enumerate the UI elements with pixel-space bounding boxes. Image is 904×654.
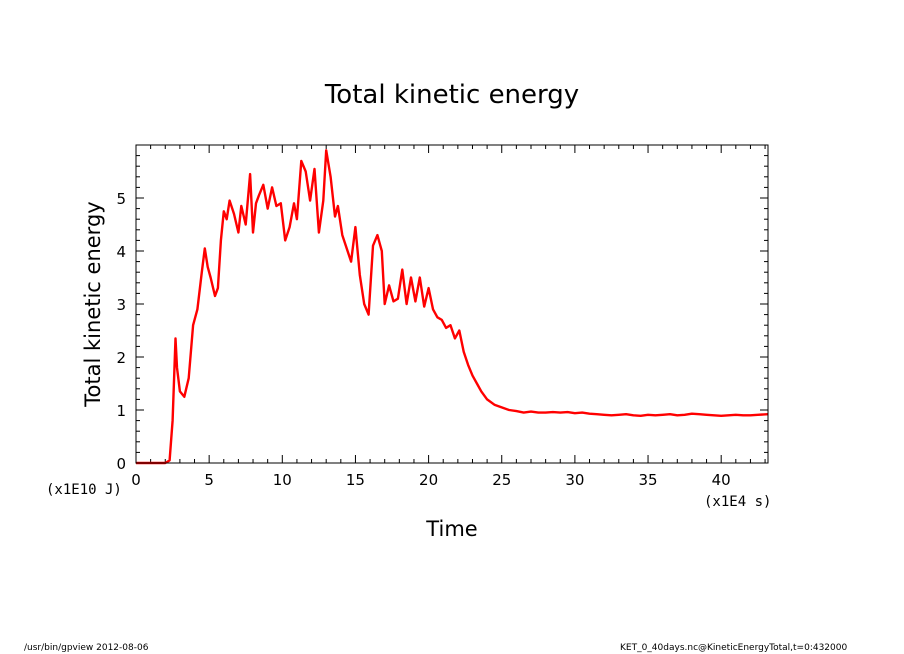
x-tick-label: 40 — [712, 471, 731, 489]
x-tick-label: 5 — [204, 471, 214, 489]
x-axis-title: Time — [425, 517, 477, 541]
y-tick-label: 1 — [116, 402, 126, 420]
x-tick-label: 15 — [346, 471, 365, 489]
x-tick-label: 25 — [492, 471, 511, 489]
footer-right: KET_0_40days.nc@KineticEnergyTotal,t=0:4… — [620, 643, 848, 653]
footer-left: /usr/bin/gpview 2012-08-06 — [24, 643, 149, 653]
y-axis-title: Total kinetic energy — [81, 201, 105, 407]
x-tick-label: 30 — [565, 471, 584, 489]
x-tick-label: 10 — [273, 471, 292, 489]
tick-labels: 0 5 10 15 20 25 30 35 40 0 1 2 3 4 5 — [116, 190, 730, 489]
x-tick-label: 20 — [419, 471, 438, 489]
y-tick-label: 3 — [116, 296, 126, 314]
plot-frame — [135, 144, 769, 464]
y-tick-label: 4 — [116, 243, 126, 261]
y-tick-label: 5 — [116, 190, 126, 208]
x-unit-label: (x1E4 s) — [704, 494, 771, 510]
x-tick-label: 0 — [131, 471, 141, 489]
y-tick-label: 0 — [116, 455, 126, 473]
y-tick-label: 2 — [116, 349, 126, 367]
series-line — [136, 149, 769, 465]
x-tick-label: 35 — [638, 471, 657, 489]
y-unit-label: (x1E10 J) — [46, 482, 122, 498]
chart-title: Total kinetic energy — [324, 80, 579, 110]
